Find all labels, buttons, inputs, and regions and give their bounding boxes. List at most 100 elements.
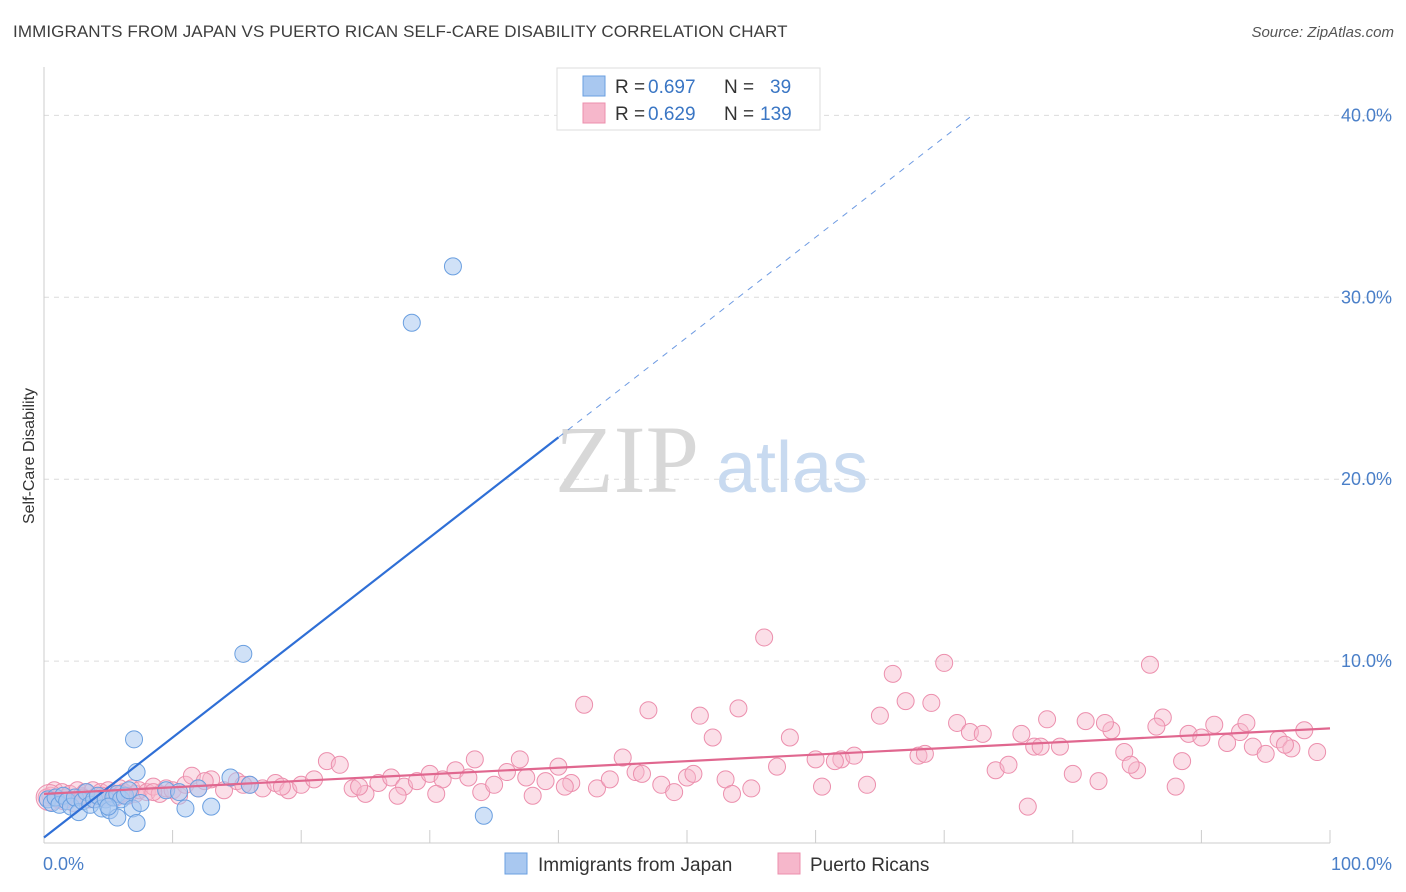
pr-point-87 <box>922 693 941 712</box>
y-tick-label-0: 10.0% <box>1341 651 1392 671</box>
x-tick-min: 0.0% <box>43 854 84 874</box>
pr-point-122 <box>684 764 703 783</box>
legend-japan-r-label: R = <box>615 77 645 98</box>
japan-point-26 <box>99 797 118 816</box>
y-tick-label-2: 30.0% <box>1341 287 1392 307</box>
pr-point-45 <box>356 784 375 803</box>
japan-point-34 <box>125 730 144 749</box>
pr-point-138 <box>1031 737 1050 756</box>
pr-point-145 <box>350 777 369 796</box>
legend-box: R = 0.697 N = 39 R = 0.629 N = 139 <box>556 67 821 131</box>
pr-point-140 <box>825 752 844 771</box>
source-label: Source: ZipAtlas.com <box>1251 24 1394 41</box>
pr-point-123 <box>555 777 574 796</box>
x-tick-max: 100.0% <box>1331 854 1392 874</box>
bottom-legend-pr-swatch <box>777 852 801 875</box>
pr-point-143 <box>517 768 536 787</box>
legend-pr-swatch <box>582 102 606 124</box>
pr-point-105 <box>1153 708 1172 727</box>
y-tick-labels: 10.0% 20.0% 30.0% 40.0% <box>1341 105 1392 671</box>
pr-point-125 <box>388 786 407 805</box>
pr-trend-line <box>43 727 1331 795</box>
pr-point-121 <box>813 777 832 796</box>
legend-pr-r-label: R = <box>615 104 645 125</box>
pr-point-108 <box>1192 728 1211 747</box>
japan-point-30 <box>189 779 208 798</box>
japan-point-24 <box>131 793 150 812</box>
pr-point-72 <box>703 728 722 747</box>
pr-point-33 <box>202 770 221 789</box>
puerto-rican-points <box>35 628 1327 816</box>
legend-japan-r-value: 0.697 <box>648 77 696 98</box>
japan-point-29 <box>176 799 195 818</box>
chart-title: IMMIGRANTS FROM JAPAN VS PUERTO RICAN SE… <box>13 22 788 41</box>
japan-trend-line <box>43 436 560 839</box>
japan-point-37 <box>443 257 462 276</box>
pr-point-124 <box>427 784 446 803</box>
pr-point-100 <box>1089 772 1108 791</box>
pr-point-117 <box>1308 743 1327 762</box>
pr-point-59 <box>536 772 555 791</box>
pr-point-57 <box>510 750 529 769</box>
pr-point-86 <box>909 746 928 765</box>
japan-point-32 <box>221 768 240 787</box>
japan-point-33 <box>234 644 253 663</box>
pr-point-118 <box>1147 717 1166 736</box>
pr-point-83 <box>870 706 889 725</box>
pr-point-81 <box>845 746 864 765</box>
gridlines <box>44 114 1392 662</box>
pr-point-74 <box>729 699 748 718</box>
pr-point-136 <box>1173 752 1192 771</box>
pr-point-98 <box>1063 764 1082 783</box>
bottom-legend-pr-label: Puerto Ricans <box>810 855 929 876</box>
pr-point-94 <box>1012 724 1031 743</box>
pr-point-109 <box>1205 715 1224 734</box>
pr-point-142 <box>632 764 651 783</box>
pr-point-64 <box>600 770 619 789</box>
pr-point-89 <box>948 713 967 732</box>
pr-point-144 <box>465 750 484 769</box>
pr-point-135 <box>1237 713 1256 732</box>
pr-point-75 <box>742 779 761 798</box>
watermark-atlas: atlas <box>716 428 868 508</box>
pr-point-84 <box>883 664 902 683</box>
pr-point-134 <box>1275 735 1294 754</box>
pr-point-69 <box>665 783 684 802</box>
legend-japan-n-label: N = <box>724 77 754 98</box>
japan-point-23 <box>127 813 146 832</box>
pr-point-43 <box>330 755 349 774</box>
legend-pr-r-value: 0.629 <box>648 104 696 125</box>
pr-point-104 <box>1140 655 1159 674</box>
japan-trend-extension <box>558 116 971 438</box>
legend-japan-swatch <box>582 75 606 97</box>
pr-point-55 <box>485 775 504 794</box>
bottom-legend-japan-swatch <box>504 852 528 875</box>
pr-point-96 <box>1038 710 1057 729</box>
axes <box>43 67 1331 844</box>
pr-point-113 <box>1256 744 1275 763</box>
y-tick-label-1: 20.0% <box>1341 469 1392 489</box>
pr-point-88 <box>935 653 954 672</box>
legend-pr-n-value: 139 <box>760 104 792 125</box>
pr-point-82 <box>858 775 877 794</box>
japan-point-39 <box>474 806 493 825</box>
bottom-legend-japan-label: Immigrants from Japan <box>538 855 732 876</box>
pr-point-67 <box>639 701 658 720</box>
pr-point-85 <box>896 692 915 711</box>
pr-point-78 <box>780 728 799 747</box>
pr-point-120 <box>1018 797 1037 816</box>
japan-points <box>38 257 493 832</box>
y-axis-label: Self-Care Disability <box>21 388 38 524</box>
pr-point-137 <box>1095 713 1114 732</box>
japan-point-38 <box>402 313 421 332</box>
pr-point-62 <box>575 695 594 714</box>
pr-point-97 <box>1050 737 1069 756</box>
pr-point-93 <box>999 755 1018 774</box>
pr-point-71 <box>690 706 709 725</box>
legend-pr-n-label: N = <box>724 104 754 125</box>
pr-point-119 <box>1121 755 1140 774</box>
pr-point-141 <box>723 784 742 803</box>
pr-point-106 <box>1166 777 1185 796</box>
pr-point-58 <box>523 786 542 805</box>
